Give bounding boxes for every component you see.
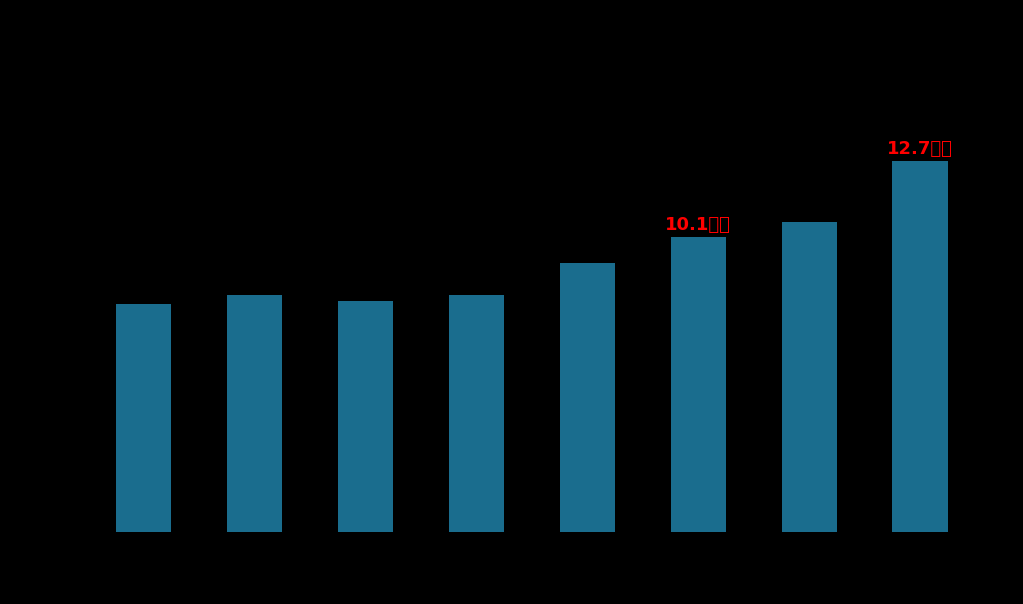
Bar (782, 222, 837, 532)
Bar (449, 295, 504, 532)
Bar (227, 295, 282, 532)
Bar (116, 304, 172, 532)
Text: 12.7兆円: 12.7兆円 (887, 140, 953, 158)
Bar (560, 263, 615, 532)
Text: 10.1兆円: 10.1兆円 (665, 216, 731, 234)
Bar (671, 237, 726, 532)
Bar (338, 301, 393, 532)
Bar (892, 161, 948, 532)
